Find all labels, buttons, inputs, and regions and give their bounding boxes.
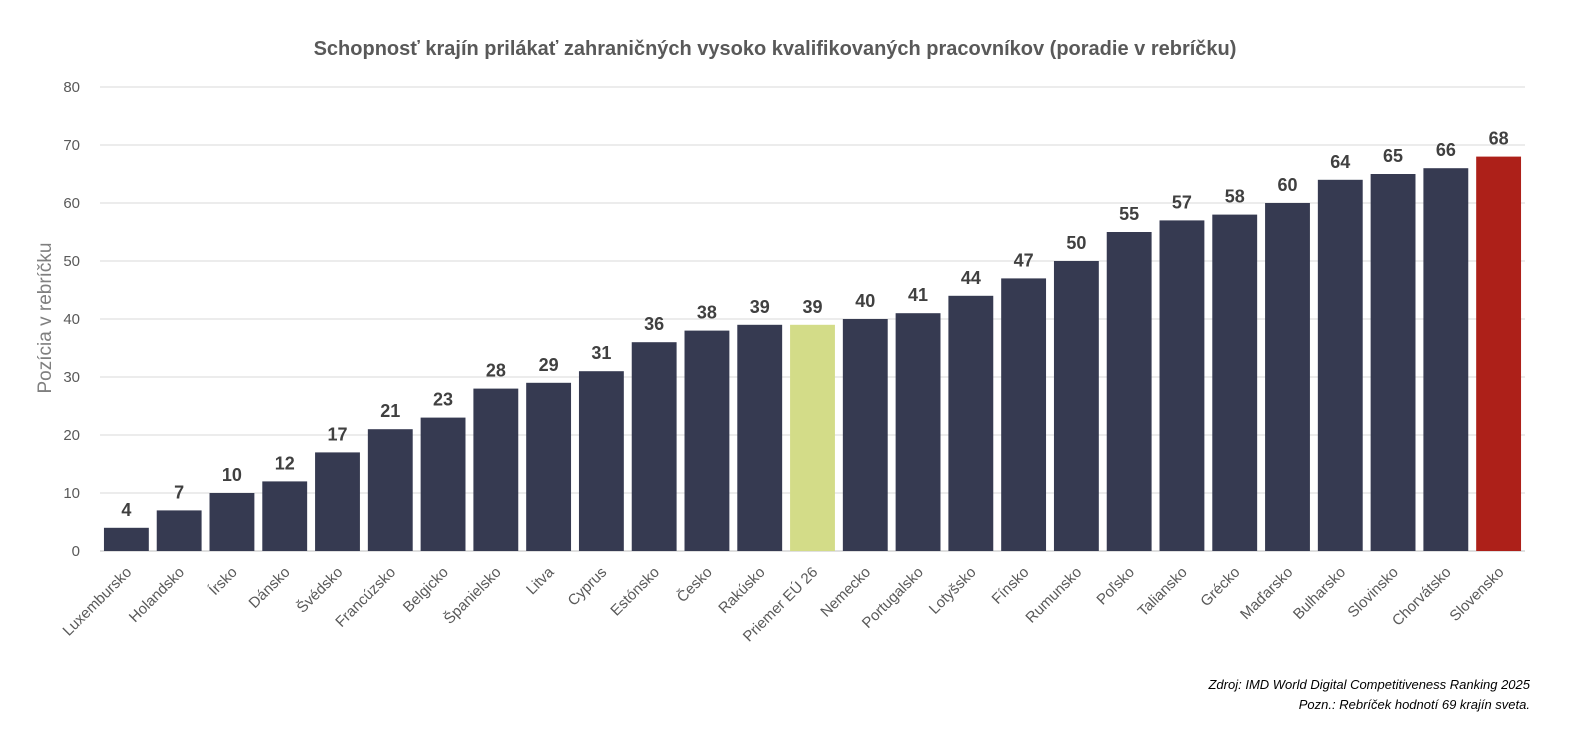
bar [1053, 261, 1099, 551]
y-tick-label: 50 [63, 253, 80, 270]
y-tick-label: 70 [63, 137, 80, 154]
y-tick-label: 40 [63, 311, 80, 328]
value-label: 38 [697, 303, 717, 323]
bar [315, 452, 360, 551]
bar [473, 388, 519, 551]
bar [209, 493, 255, 551]
bar [1212, 214, 1258, 551]
y-axis-ticks: 0 10 20 30 40 50 60 70 80 [63, 79, 80, 560]
category-label: Lotyšsko [926, 564, 980, 618]
bar [1001, 278, 1047, 551]
bar [1317, 179, 1363, 552]
y-tick-label: 0 [72, 543, 80, 560]
value-label: 31 [591, 343, 611, 363]
bar [684, 330, 730, 551]
value-label: 28 [486, 361, 506, 381]
category-label: Belgicko [400, 564, 452, 616]
category-label: Holandsko [126, 564, 188, 626]
bar [1370, 174, 1416, 551]
bar [1423, 168, 1469, 551]
value-label: 65 [1383, 146, 1403, 166]
value-label: 47 [1014, 250, 1034, 270]
value-label: 39 [750, 297, 770, 317]
bar [526, 382, 572, 551]
value-label: 7 [174, 482, 184, 502]
value-label: 55 [1119, 204, 1139, 224]
y-tick-label: 20 [63, 427, 80, 444]
bar [262, 481, 308, 551]
value-label: 44 [961, 268, 981, 288]
category-label: Grécko [1197, 564, 1243, 610]
value-label: 40 [855, 291, 875, 311]
value-label: 64 [1330, 152, 1350, 172]
value-label: 21 [380, 401, 400, 421]
bar [895, 313, 941, 551]
value-label: 68 [1489, 129, 1509, 149]
bar [737, 324, 783, 551]
value-label: 17 [327, 424, 347, 444]
bar [367, 429, 413, 551]
bar [103, 527, 149, 551]
category-label: Luxembursko [60, 564, 136, 640]
category-label: Česko [674, 564, 716, 606]
y-tick-label: 80 [63, 79, 80, 96]
bar [948, 295, 994, 551]
source-note: Zdroj: IMD World Digital Competitiveness… [1207, 677, 1530, 692]
category-label: Fínsko [989, 564, 1033, 608]
bar [156, 510, 202, 551]
y-tick-label: 30 [63, 369, 80, 386]
category-label: Rumunsko [1022, 564, 1085, 627]
bar [1106, 232, 1152, 551]
value-label: 41 [908, 285, 928, 305]
category-label: Litva [523, 563, 558, 598]
category-label: Taliansko [1135, 564, 1191, 620]
chart-title: Schopnosť krajín prilákať zahraničných v… [314, 38, 1237, 60]
y-tick-label: 10 [63, 485, 80, 502]
value-label: 58 [1225, 187, 1245, 207]
category-label: Bulharsko [1290, 564, 1349, 623]
category-label: Španielsko [441, 564, 505, 628]
category-label: Maďarsko [1237, 564, 1296, 623]
bar [1265, 203, 1310, 551]
value-label: 57 [1172, 192, 1192, 212]
value-label: 4 [121, 500, 131, 520]
category-label: Rakúsko [715, 564, 768, 617]
value-label: 50 [1066, 233, 1086, 253]
category-label: Írsko [206, 564, 241, 599]
bar [1159, 220, 1205, 551]
value-label: 36 [644, 314, 664, 334]
category-label: Estónsko [607, 564, 663, 620]
value-label: 29 [539, 355, 559, 375]
bar [578, 371, 624, 551]
value-label: 23 [433, 390, 453, 410]
value-label: 66 [1436, 140, 1456, 160]
value-label: 12 [275, 453, 295, 473]
category-label: Poľsko [1093, 564, 1138, 609]
category-label: Dánsko [246, 564, 294, 612]
category-label: Švédsko [294, 564, 347, 617]
bar [842, 319, 888, 551]
remark-note: Pozn.: Rebríček hodnotí 69 krajín sveta. [1299, 697, 1530, 712]
bar [1476, 156, 1522, 551]
bars [103, 156, 1522, 552]
value-label: 60 [1277, 175, 1297, 195]
category-label: Cyprus [565, 564, 611, 610]
bar [420, 417, 466, 551]
bar [790, 324, 835, 551]
value-label: 10 [222, 465, 242, 485]
category-label: Slovensko [1446, 564, 1507, 625]
bar [631, 342, 677, 551]
y-tick-label: 60 [63, 195, 80, 212]
y-axis-label: Pozícia v rebríčku [35, 243, 56, 394]
value-label: 39 [802, 297, 822, 317]
